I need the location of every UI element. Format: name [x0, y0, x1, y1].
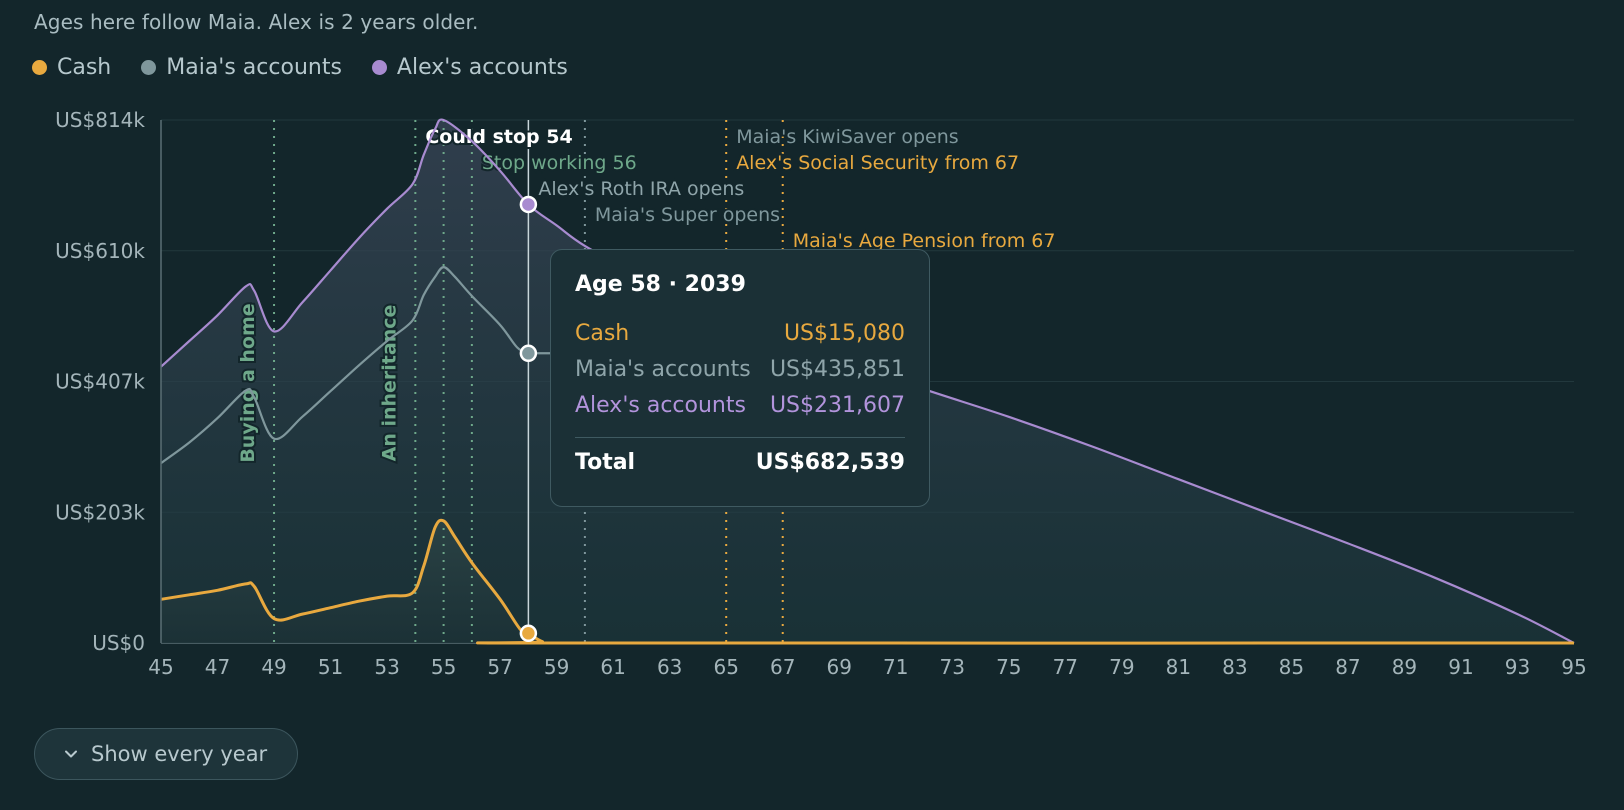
x-tick-label: 55: [431, 655, 456, 679]
cash-area: [161, 520, 1574, 644]
tooltip-label: Alex's accounts: [575, 392, 746, 418]
event-label: Buying a home: [237, 303, 259, 462]
x-tick-label: 53: [374, 655, 399, 679]
tooltip-total-label: Total: [575, 450, 636, 475]
x-tick-label: 77: [1053, 655, 1078, 679]
x-tick-label: 45: [148, 655, 173, 679]
x-tick-label: 59: [544, 655, 569, 679]
x-tick-label: 95: [1561, 655, 1586, 679]
legend-dot-maia: [141, 60, 157, 75]
chart-axes: US$0 US$203k US$407k US$610k US$814k 45 47 49 51…: [55, 108, 1587, 679]
x-tick-label: 79: [1109, 655, 1134, 679]
y-tick-label: US$0: [92, 631, 145, 655]
legend-item-alex[interactable]: Alex's accounts: [371, 55, 568, 80]
x-tick-label: 93: [1505, 655, 1530, 679]
cash-line: [160, 518, 1575, 645]
event-label: Alex's Roth IRA opens: [538, 178, 744, 200]
legend-item-cash[interactable]: Cash: [32, 55, 111, 80]
tooltip-row-alex: Alex's accounts US$231,607: [575, 387, 905, 423]
x-tick-label: 67: [770, 655, 795, 679]
legend-item-maia[interactable]: Maia's accounts: [141, 55, 342, 80]
chevron-down-icon: [65, 750, 77, 758]
x-tick-label: 69: [827, 655, 852, 679]
tooltip-label: Maia's accounts: [575, 356, 751, 382]
legend-dot-alex: [371, 60, 387, 75]
x-tick-label: 47: [205, 655, 230, 679]
x-tick-label: 85: [1279, 655, 1304, 679]
alex-line: [160, 118, 1575, 644]
tooltip-title: Age 58 · 2039: [575, 272, 746, 297]
x-tick-label: 73: [940, 655, 965, 679]
legend-label-maia: Maia's accounts: [166, 55, 342, 80]
x-tick-label: 65: [713, 655, 738, 679]
x-tick-label: 61: [600, 655, 625, 679]
tooltip-row-cash: Cash US$15,080: [575, 315, 905, 351]
tooltip-row-maia: Maia's accounts US$435,851: [575, 351, 905, 387]
x-tick-label: 49: [261, 655, 286, 679]
x-tick-label: 51: [318, 655, 343, 679]
event-label: An inheritance: [378, 305, 400, 462]
legend-label-cash: Cash: [57, 55, 112, 80]
x-tick-label: 83: [1222, 655, 1247, 679]
x-tick-label: 63: [657, 655, 682, 679]
chart-legend: Cash Maia's accounts Alex's accounts: [32, 55, 568, 80]
x-tick-label: 89: [1392, 655, 1417, 679]
tooltip-label: Cash: [575, 320, 630, 346]
legend-label-alex: Alex's accounts: [396, 55, 568, 80]
maia-line: [160, 265, 529, 464]
maia-hover-point: [519, 344, 538, 363]
event-label: Maia's KiwiSaver opens: [736, 126, 958, 148]
event-label: Maia's Super opens: [595, 204, 780, 226]
y-tick-label: US$610k: [55, 239, 145, 263]
x-tick-label: 91: [1448, 655, 1473, 679]
y-tick-label: US$814k: [55, 108, 145, 132]
y-tick-label: US$203k: [55, 500, 145, 524]
x-tick-label: 71: [883, 655, 908, 679]
x-tick-label: 57: [487, 655, 512, 679]
tooltip-value: US$15,080: [783, 320, 905, 346]
tooltip-divider: [575, 437, 905, 438]
alex-hover-point: [519, 195, 538, 214]
chart-hover-points: [519, 195, 538, 643]
legend-dot-cash: [32, 60, 47, 75]
event-label: Could stop 54: [425, 126, 572, 148]
tooltip-total-value: US$682,539: [755, 450, 905, 475]
event-label: Alex's Social Security from 67: [736, 152, 1019, 174]
show-every-year-button[interactable]: Show every year: [34, 728, 298, 780]
cash-hover-point: [519, 624, 538, 643]
show-every-year-label: Show every year: [91, 742, 268, 766]
y-tick-label: US$407k: [55, 370, 145, 394]
chart-note: Ages here follow Maia. Alex is 2 years o…: [34, 10, 479, 34]
chart-markers: Buying a home An inheritance Could stop 54…: [235, 120, 1057, 643]
x-tick-label: 75: [996, 655, 1021, 679]
x-tick-label: 87: [1335, 655, 1360, 679]
chart-lines: [160, 118, 1575, 645]
tooltip-value: US$231,607: [769, 392, 905, 418]
tooltip-total: Total US$682,539: [575, 450, 905, 475]
event-label: Stop working 56: [482, 152, 637, 174]
tooltip-value: US$435,851: [769, 356, 905, 382]
chart-tooltip: Age 58 · 2039 Cash US$15,080 Maia's acco…: [550, 249, 930, 507]
x-tick-label: 81: [1166, 655, 1191, 679]
